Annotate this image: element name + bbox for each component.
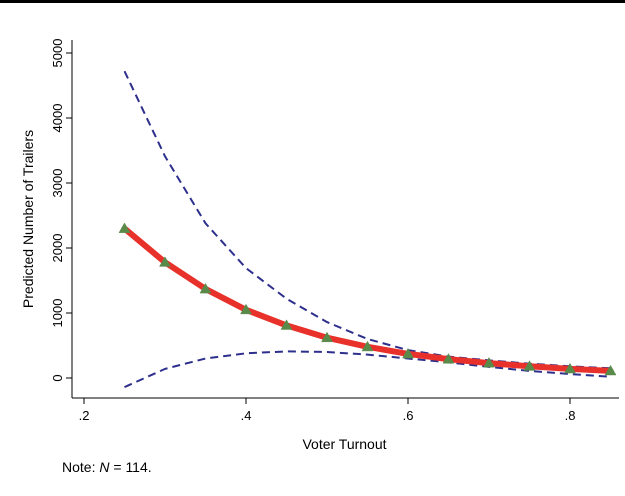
note-suffix: = 114. — [109, 459, 152, 475]
prediction-point — [280, 319, 293, 330]
y-tick-label: 3000 — [50, 169, 65, 198]
x-tick-label: .2 — [79, 408, 90, 423]
y-axis-title: Predicted Number of Trailers — [20, 130, 36, 308]
y-tick-label: 1000 — [50, 299, 65, 328]
upper-ci-line — [123, 70, 611, 370]
y-tick-label: 4000 — [50, 104, 65, 133]
prediction-point — [523, 360, 536, 371]
lower-ci-line — [124, 350, 611, 389]
note-n-symbol: N — [99, 459, 110, 475]
series-layer — [118, 70, 617, 389]
plot-frame — [71, 40, 619, 399]
prediction-point — [361, 340, 374, 352]
x-axis: .2 .4 .6 .8 — [79, 398, 576, 423]
note-prefix: Note: — [62, 459, 100, 475]
y-tick-label: 0 — [50, 374, 65, 381]
y-tick-label: 2000 — [50, 234, 65, 263]
x-tick-label: .4 — [241, 408, 252, 423]
x-tick-label: .6 — [403, 408, 414, 423]
y-axis: 0 1000 2000 3000 4000 5000 — [50, 39, 72, 382]
prediction-point — [118, 222, 131, 233]
prediction-point — [564, 362, 576, 374]
note: Note: N = 114. — [62, 459, 152, 475]
prediction-point — [483, 357, 495, 368]
prediction-point — [159, 256, 171, 267]
prediction-point — [604, 364, 617, 376]
prediction-point — [321, 331, 333, 343]
prediction-point — [442, 353, 455, 364]
top-rule — [0, 0, 625, 3]
y-tick-label: 5000 — [50, 39, 65, 68]
x-axis-title: Voter Turnout — [302, 436, 386, 452]
prediction-point — [402, 347, 414, 359]
prediction-point — [199, 282, 212, 294]
prediction-point — [240, 303, 252, 315]
x-tick-label: .8 — [565, 408, 576, 423]
